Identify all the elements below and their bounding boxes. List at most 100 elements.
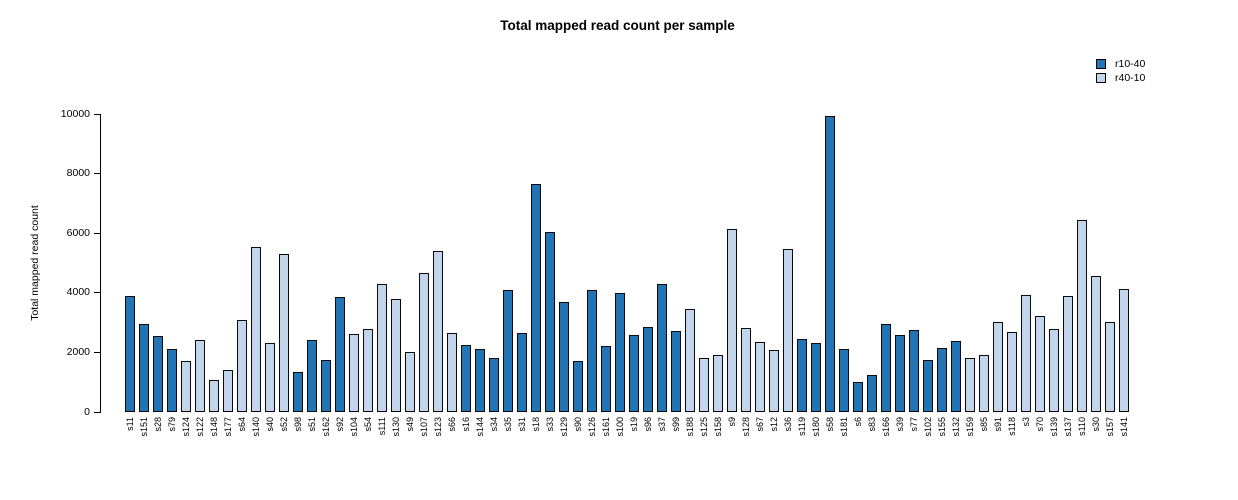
x-tick-label: s91 [993,417,1003,432]
x-label-slot: s111 [375,412,389,435]
bar-slot [487,114,501,412]
bar-slot [193,114,207,412]
x-tick-label: s34 [489,417,499,432]
x-label-slot: s148 [207,412,221,437]
x-tick-label: s36 [783,417,793,432]
bar-slot [403,114,417,412]
legend-item-r10-40: r10-40 [1096,57,1145,71]
x-tick-label: s96 [643,417,653,432]
x-tick-label: s37 [657,417,667,432]
x-label-slot: s92 [333,412,347,432]
x-label-slot: s39 [893,412,907,432]
chart-title: Total mapped read count per sample [500,18,735,33]
bar-slot [907,114,921,412]
bar-slot [697,114,711,412]
x-label-slot: s180 [809,412,823,437]
x-axis-labels: s11 s151 s28 s79 s124 s122 s148 s177 s64 s140 s40 s… [123,412,1131,470]
bar-slot [459,114,473,412]
bar-slot [739,114,753,412]
x-tick-label: s31 [517,417,527,432]
bar [404,352,416,412]
bar-slot [683,114,697,412]
x-label-slot: s37 [655,412,669,432]
x-tick-label: s158 [713,417,723,437]
x-label-slot: s100 [613,412,627,437]
x-label-slot: s51 [305,412,319,432]
bar [544,232,556,412]
bar [334,297,346,412]
bar [964,357,976,412]
bar-slot [1005,114,1019,412]
x-tick-label: s90 [573,417,583,432]
bar [782,248,794,412]
bar-slot [179,114,193,412]
x-tick-label: s6 [853,417,863,427]
x-tick-label: s66 [447,417,457,432]
x-tick-label: s16 [461,417,471,432]
x-label-slot: s28 [151,412,165,432]
bar-slot [963,114,977,412]
bar [530,184,542,412]
x-tick-label: s110 [1077,417,1087,436]
x-label-slot: s102 [921,412,935,437]
bar [362,328,374,412]
x-label-slot: s123 [431,412,445,437]
bar [866,374,878,412]
bar [264,342,276,412]
x-tick-label: s83 [867,417,877,432]
x-tick-label: s51 [307,417,317,432]
bar [390,298,402,412]
x-tick-label: s139 [1049,417,1059,437]
bar [1076,219,1088,412]
bar-slot [781,114,795,412]
bar [586,289,598,412]
bar [194,340,206,412]
x-label-slot: s79 [165,412,179,432]
x-tick-label: s12 [769,417,779,432]
x-label-slot: s151 [137,412,151,437]
x-label-slot: s40 [263,412,277,432]
bar-slot [921,114,935,412]
legend-label: r40-10 [1115,72,1146,84]
bar-slot [123,114,137,412]
bar [222,370,234,412]
x-tick-label: s159 [965,417,975,437]
x-tick-label: s111 [377,417,387,436]
bar [754,341,766,412]
bar-slot [949,114,963,412]
bar-slot [263,114,277,412]
x-label-slot: s177 [221,412,235,437]
x-label-slot: s91 [991,412,1005,432]
bar [936,347,948,412]
bar-slot [235,114,249,412]
x-label-slot: s19 [627,412,641,432]
bar [740,327,752,412]
x-label-slot: s139 [1047,412,1061,437]
x-label-slot: s125 [697,412,711,437]
bar-slot [795,114,809,412]
x-label-slot: s6 [851,412,865,427]
bar-slot [669,114,683,412]
x-label-slot: s11 [123,412,137,431]
x-tick-label: s166 [881,417,891,437]
bar-slot [613,114,627,412]
bar [516,332,528,412]
x-tick-label: s155 [937,417,947,437]
bar-slot [347,114,361,412]
x-tick-label: s33 [545,417,555,432]
x-label-slot: s110 [1075,412,1089,436]
bar [166,349,178,412]
plot-area: Total mapped read count 0 2000 4000 6000 800… [29,108,1136,437]
x-label-slot: s70 [1033,412,1047,432]
x-label-slot: s126 [585,412,599,437]
y-tick-label: 10000 [60,107,90,120]
bar-slot [375,114,389,412]
x-label-slot: s58 [823,412,837,432]
x-tick-label: s92 [335,417,345,432]
x-tick-label: s52 [279,417,289,432]
x-tick-label: s100 [615,417,625,437]
bar-slot [1117,114,1131,412]
bar-slot [823,114,837,412]
x-label-slot: s158 [711,412,725,437]
x-label-slot: s119 [795,412,809,436]
